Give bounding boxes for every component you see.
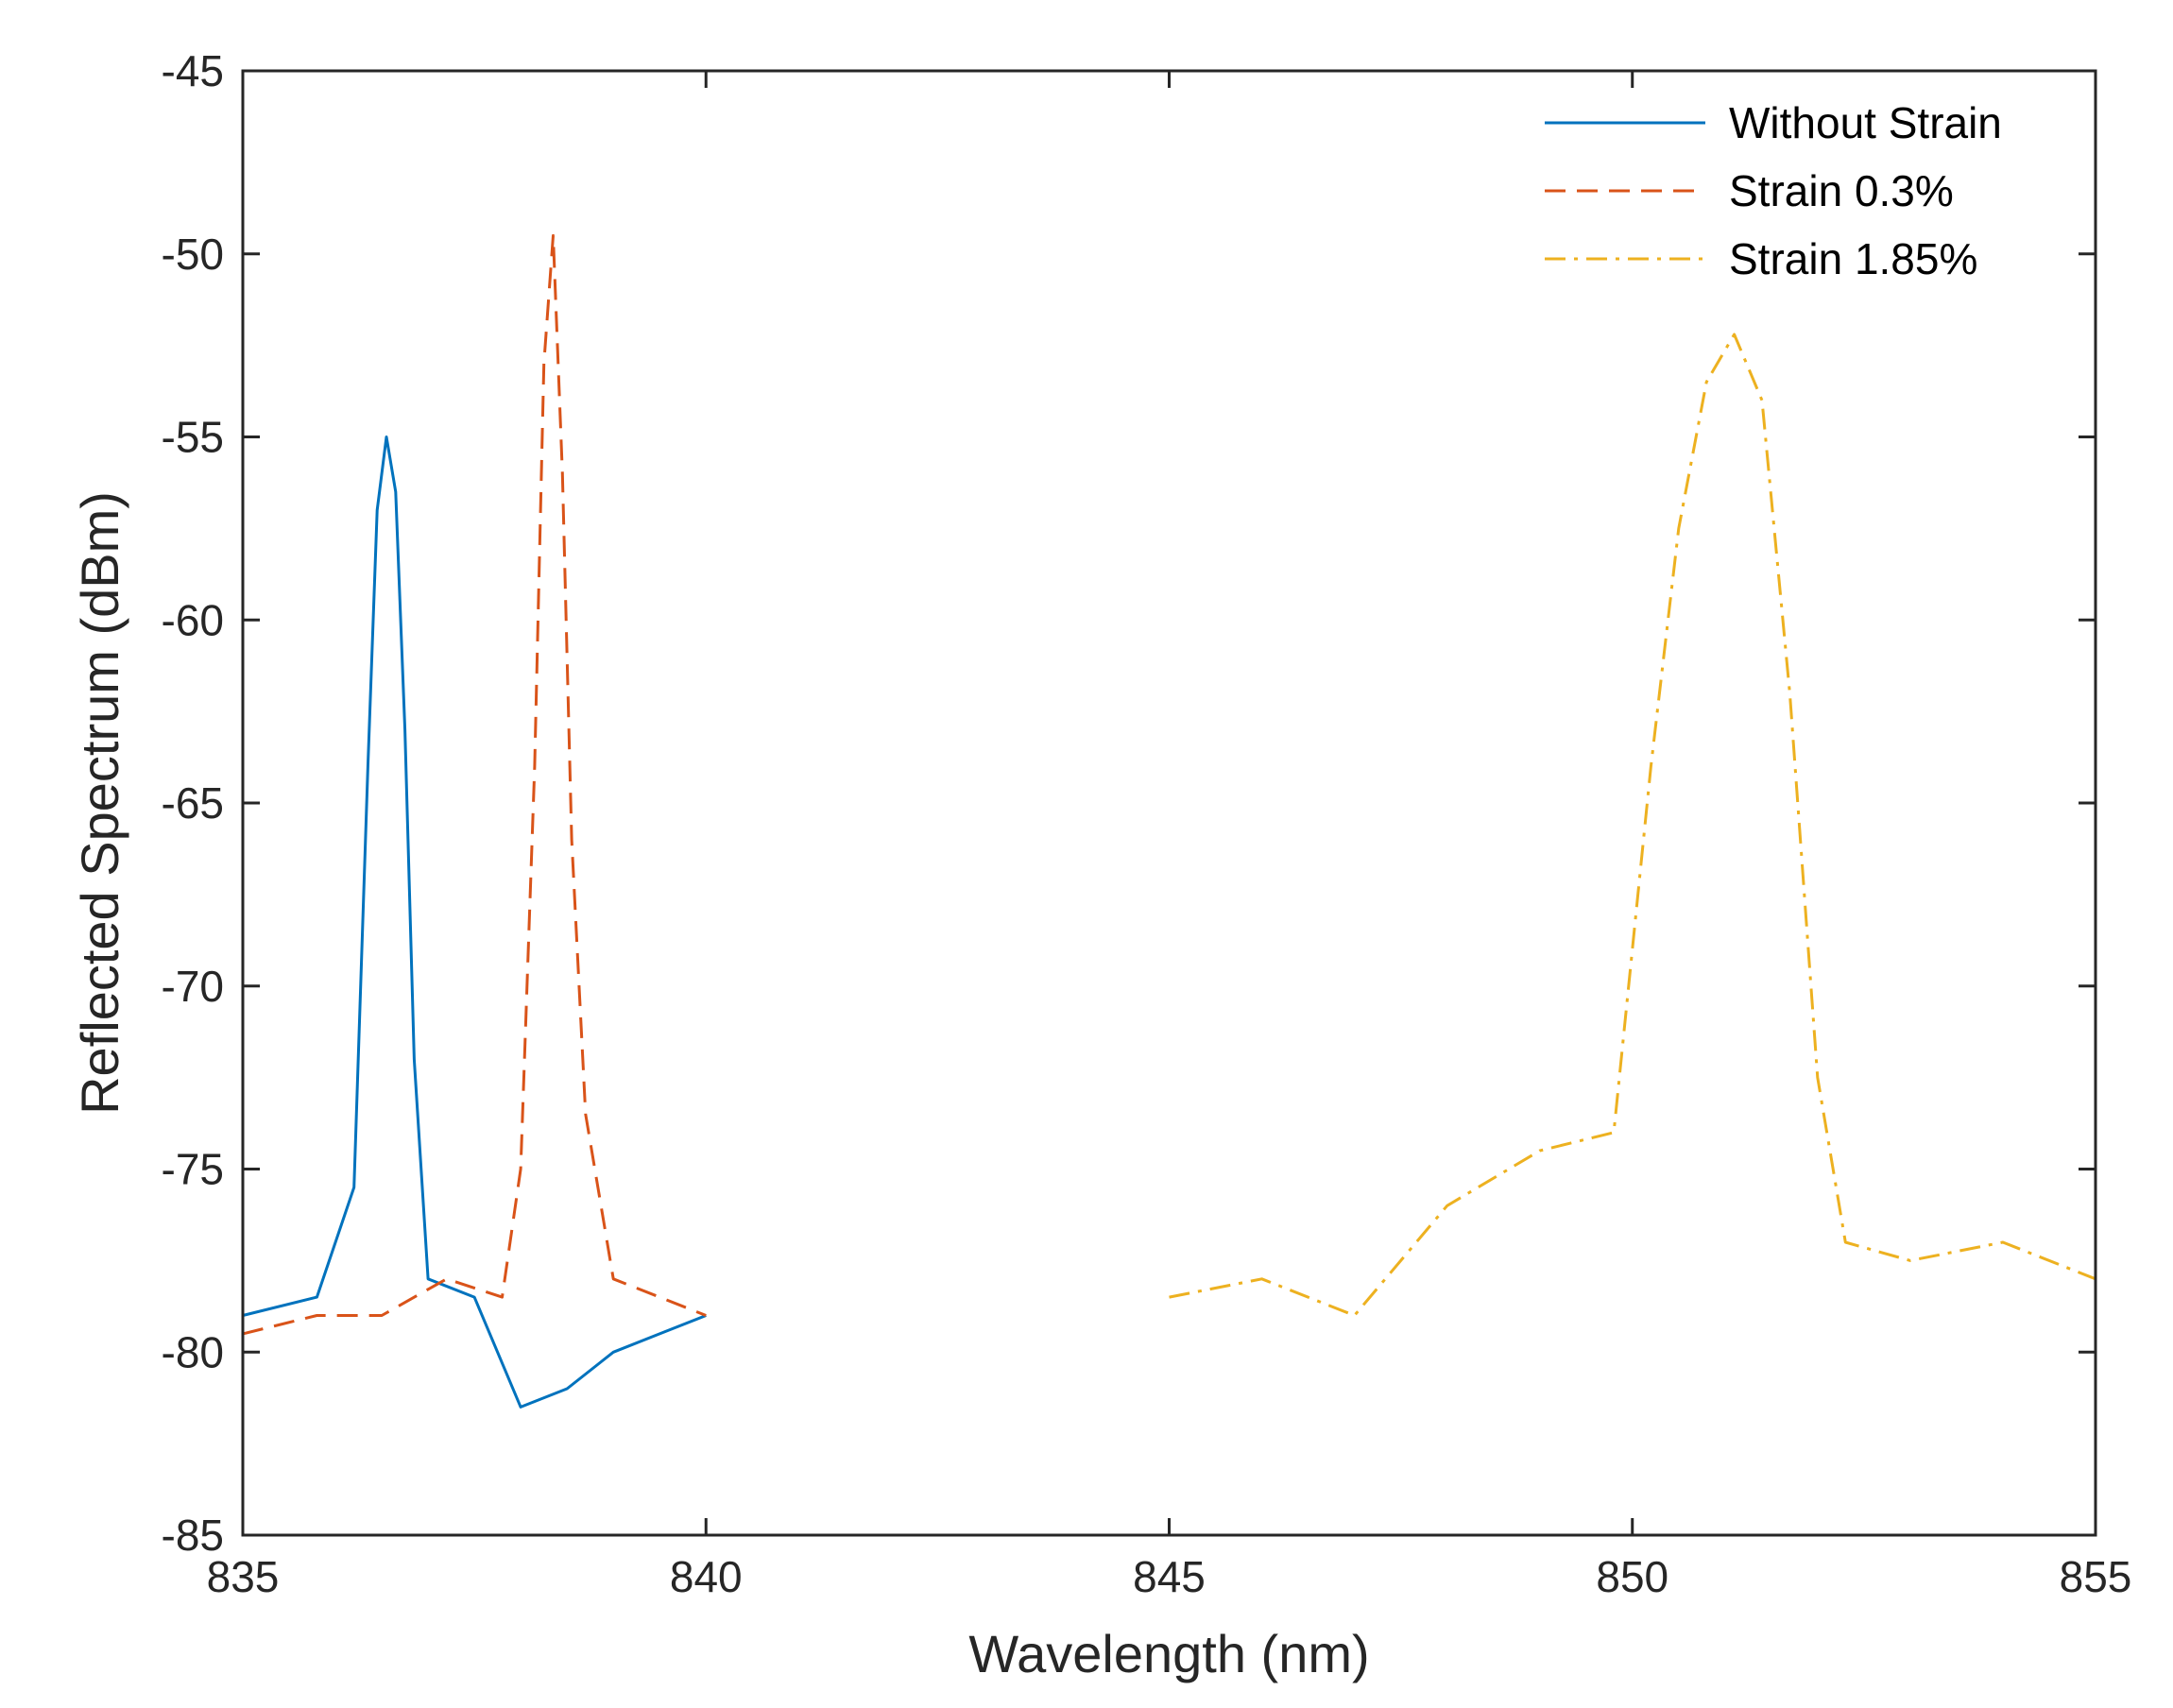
x-tick-label: 845: [1133, 1552, 1206, 1601]
y-tick-label: -65: [162, 778, 224, 828]
y-tick-label: -80: [162, 1327, 224, 1376]
series-line-2: [1169, 333, 2096, 1317]
x-axis-label: Wavelength (nm): [968, 1624, 1369, 1683]
series-layer: [242, 233, 2096, 1409]
series-line-0: [242, 436, 707, 1409]
legend: Without Strain Strain 0.3% Strain 1.85%: [1545, 98, 2002, 283]
x-tick-label: 855: [2060, 1552, 2132, 1601]
y-tick-label: -85: [162, 1511, 224, 1560]
legend-label: Without Strain: [1729, 98, 2002, 147]
y-axis-label: Reflected Spectrum (dBm): [70, 491, 129, 1115]
tick-layer: 835 840 845 850 855 -45 -50 -55 -60 -65 -70 -75 -80 -…: [162, 46, 2132, 1601]
x-tick-label: 850: [1596, 1552, 1668, 1601]
y-tick-label: -75: [162, 1145, 224, 1194]
legend-label: Strain 0.3%: [1729, 166, 1954, 215]
y-tick-label: -55: [162, 413, 224, 462]
y-tick-label: -50: [162, 230, 224, 279]
y-tick-label: -60: [162, 595, 224, 644]
y-tick-label: -70: [162, 962, 224, 1011]
y-tick-label: -45: [162, 46, 224, 95]
series-line-1: [242, 233, 707, 1336]
x-tick-label: 835: [207, 1552, 280, 1601]
legend-label: Strain 1.85%: [1729, 234, 1977, 283]
x-tick-label: 840: [670, 1552, 743, 1601]
